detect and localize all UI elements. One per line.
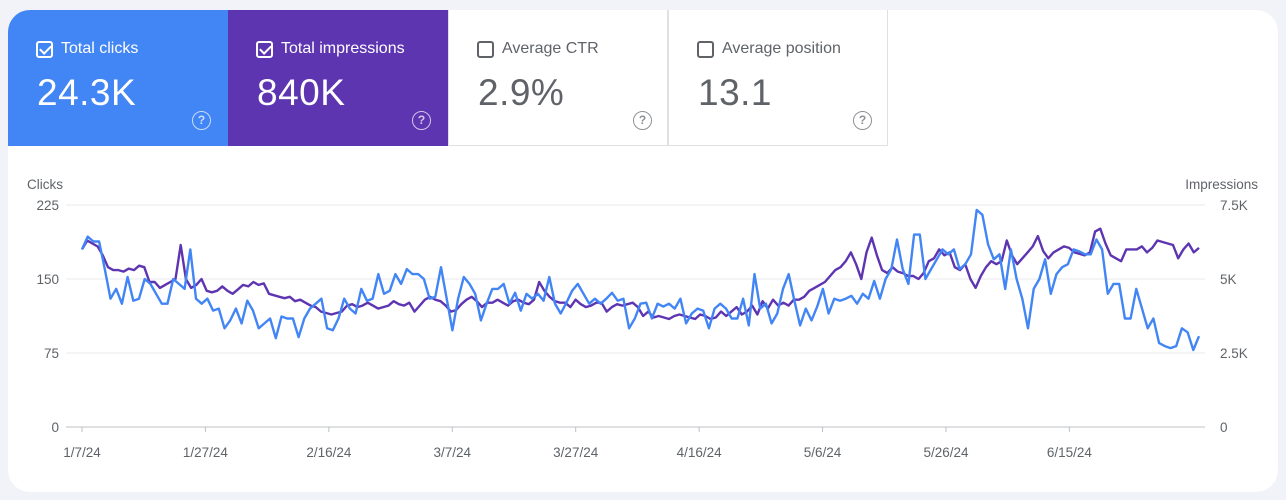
x-tick-label: 1/7/24 xyxy=(63,445,101,460)
y-left-tick-label: 75 xyxy=(44,346,59,361)
help-icon[interactable]: ? xyxy=(192,111,211,130)
x-tick-label: 5/26/24 xyxy=(923,445,969,460)
y-right-tick-label: 7.5K xyxy=(1220,198,1248,213)
performance-panel: Total clicks 24.3K ? Total impressions 8… xyxy=(8,10,1278,492)
metric-label: Average CTR xyxy=(502,40,599,57)
checkbox-checked-icon[interactable] xyxy=(256,40,273,58)
x-ticks: 1/7/24 1/27/24 2/16/24 3/7/24 3/27/24 4/16/24… xyxy=(63,427,1092,460)
metric-card-average-ctr[interactable]: Average CTR 2.9% ? xyxy=(448,10,668,146)
metric-value: 13.1 xyxy=(698,72,773,113)
help-icon[interactable]: ? xyxy=(853,111,872,130)
x-tick-label: 4/16/24 xyxy=(677,445,723,460)
x-tick-label: 3/7/24 xyxy=(434,445,472,460)
y-left-tick-label: 0 xyxy=(51,420,59,435)
x-tick-label: 5/6/24 xyxy=(804,445,842,460)
help-icon[interactable]: ? xyxy=(633,111,652,130)
y-left-tick-label: 225 xyxy=(36,198,59,213)
metric-value: 24.3K xyxy=(37,72,137,113)
clicks-series-line[interactable] xyxy=(80,208,1201,352)
metric-value: 2.9% xyxy=(478,72,565,113)
y-left-axis-label: Clicks xyxy=(27,177,63,192)
metric-label: Total clicks xyxy=(61,40,139,57)
metric-card-total-clicks[interactable]: Total clicks 24.3K ? xyxy=(8,10,228,146)
metric-card-total-impressions[interactable]: Total impressions 840K ? xyxy=(228,10,448,146)
checkbox-unchecked-icon[interactable] xyxy=(477,40,494,58)
checkbox-checked-icon[interactable] xyxy=(36,40,53,58)
x-tick-label: 3/27/24 xyxy=(553,445,599,460)
metric-value: 840K xyxy=(257,72,346,113)
chart-gridlines xyxy=(66,204,1205,428)
y-right-tick-label: 0 xyxy=(1220,420,1228,435)
metric-card-average-position[interactable]: Average position 13.1 ? xyxy=(668,10,888,146)
x-tick-label: 2/16/24 xyxy=(306,445,352,460)
help-icon[interactable]: ? xyxy=(412,111,431,130)
y-left-tick-label: 150 xyxy=(36,272,59,287)
y-right-tick-label: 2.5K xyxy=(1220,346,1248,361)
y-ticks: 225 7.5K 150 5K 75 2.5K 0 0 xyxy=(36,198,1247,435)
y-right-tick-label: 5K xyxy=(1220,272,1237,287)
x-tick-label: 1/27/24 xyxy=(183,445,229,460)
checkbox-unchecked-icon[interactable] xyxy=(697,40,714,58)
metric-label: Total impressions xyxy=(281,40,405,57)
x-tick-label: 6/15/24 xyxy=(1047,445,1093,460)
y-right-axis-label: Impressions xyxy=(1185,177,1258,192)
metric-label: Average position xyxy=(722,40,841,57)
chart-series xyxy=(80,208,1201,352)
metric-cards: Total clicks 24.3K ? Total impressions 8… xyxy=(8,10,888,146)
